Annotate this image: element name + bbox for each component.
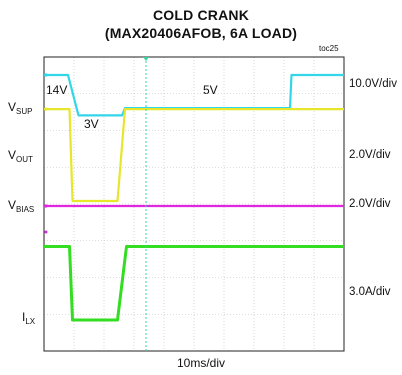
vout-label: VOUT: [8, 148, 33, 164]
vsup-label-main: V: [8, 100, 17, 114]
channel-marker-out: [44, 107, 48, 111]
vbias-scale: 2.0V/div: [349, 198, 391, 210]
ilx-label: ILX: [22, 310, 35, 326]
ilx-scale: 3.0A/div: [349, 286, 391, 298]
channel-marker-sup: [44, 73, 48, 77]
vsup-label-sub: SUP: [16, 107, 33, 116]
vout-label-main: V: [8, 148, 17, 162]
chart-title: COLD CRANK: [152, 7, 250, 23]
annotation-3v: 3V: [84, 117, 99, 131]
series-line-out: [44, 108, 344, 203]
vbias-label-sub: BIAS: [16, 205, 35, 214]
x-axis-label: 10ms/div: [176, 356, 226, 370]
vout-scale: 2.0V/div: [349, 149, 391, 161]
ilx-label-sub: LX: [25, 317, 36, 326]
series-line-sup: [44, 73, 344, 117]
vsup-label: VSUP: [8, 100, 32, 116]
channel-marker-lx: [44, 244, 48, 249]
figure-tag: toc25: [319, 44, 339, 53]
vsup-scale: 10.0V/div: [349, 78, 397, 90]
plot-border: [43, 56, 345, 352]
vout-label-sub: OUT: [16, 155, 33, 164]
channel-marker-bias: [44, 204, 48, 208]
vbias-label: VBIAS: [8, 198, 34, 214]
trigger-marker: [143, 57, 149, 61]
ilx-label-main: I: [22, 310, 26, 324]
vbias-label-main: V: [8, 198, 17, 212]
series-line-lx: [44, 245, 344, 322]
chart-subtitle: (MAX20406AFOB, 6A LOAD): [104, 25, 298, 41]
bias-ref-marker: [44, 230, 48, 234]
